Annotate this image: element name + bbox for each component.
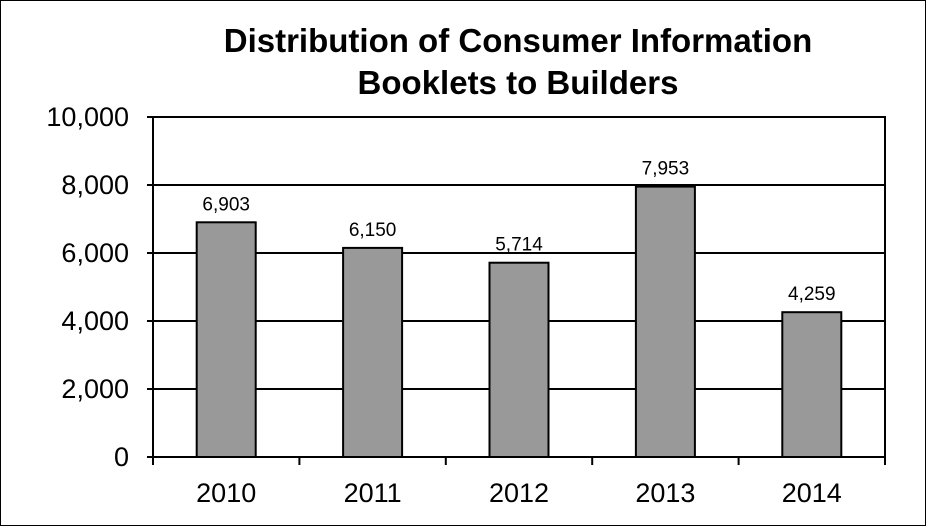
y-tick-label: 6,000 — [61, 238, 129, 268]
bar-2011 — [342, 246, 404, 458]
data-label-2010: 6,903 — [202, 194, 250, 215]
bar-2013 — [634, 185, 696, 459]
x-category-label-2012: 2012 — [489, 478, 549, 508]
data-label-2013: 7,953 — [642, 159, 690, 180]
y-tick-label: 2,000 — [61, 374, 129, 404]
y-axis-ticks: 0 2,000 4,000 6,000 8,000 10,000 — [46, 102, 153, 472]
x-category-label-2014: 2014 — [782, 478, 842, 508]
y-tick-label: 10,000 — [46, 102, 129, 132]
x-axis-categories: 2010 2011 2012 2013 2014 — [152, 457, 886, 508]
data-label-2014: 4,259 — [788, 284, 836, 305]
data-label-2012: 5,714 — [495, 235, 543, 256]
plot-area-border — [152, 116, 886, 458]
y-tick-label: 8,000 — [61, 170, 129, 200]
chart-title-line-2: Booklets to Builders — [358, 64, 679, 101]
bar-2010 — [195, 221, 257, 458]
bars — [195, 185, 843, 459]
y-tick-label: 0 — [114, 442, 129, 472]
x-category-label-2011: 2011 — [344, 478, 402, 508]
x-category-label-2010: 2010 — [196, 478, 256, 508]
x-category-label-2013: 2013 — [635, 478, 695, 508]
data-labels: 6,903 6,150 5,714 7,953 4,259 — [202, 159, 835, 306]
bar-2012 — [488, 261, 550, 458]
chart-title-line-1: Distribution of Consumer Information — [224, 22, 812, 59]
bar-2014 — [781, 311, 843, 458]
y-tick-label: 4,000 — [61, 306, 129, 336]
data-label-2011: 6,150 — [349, 220, 397, 241]
